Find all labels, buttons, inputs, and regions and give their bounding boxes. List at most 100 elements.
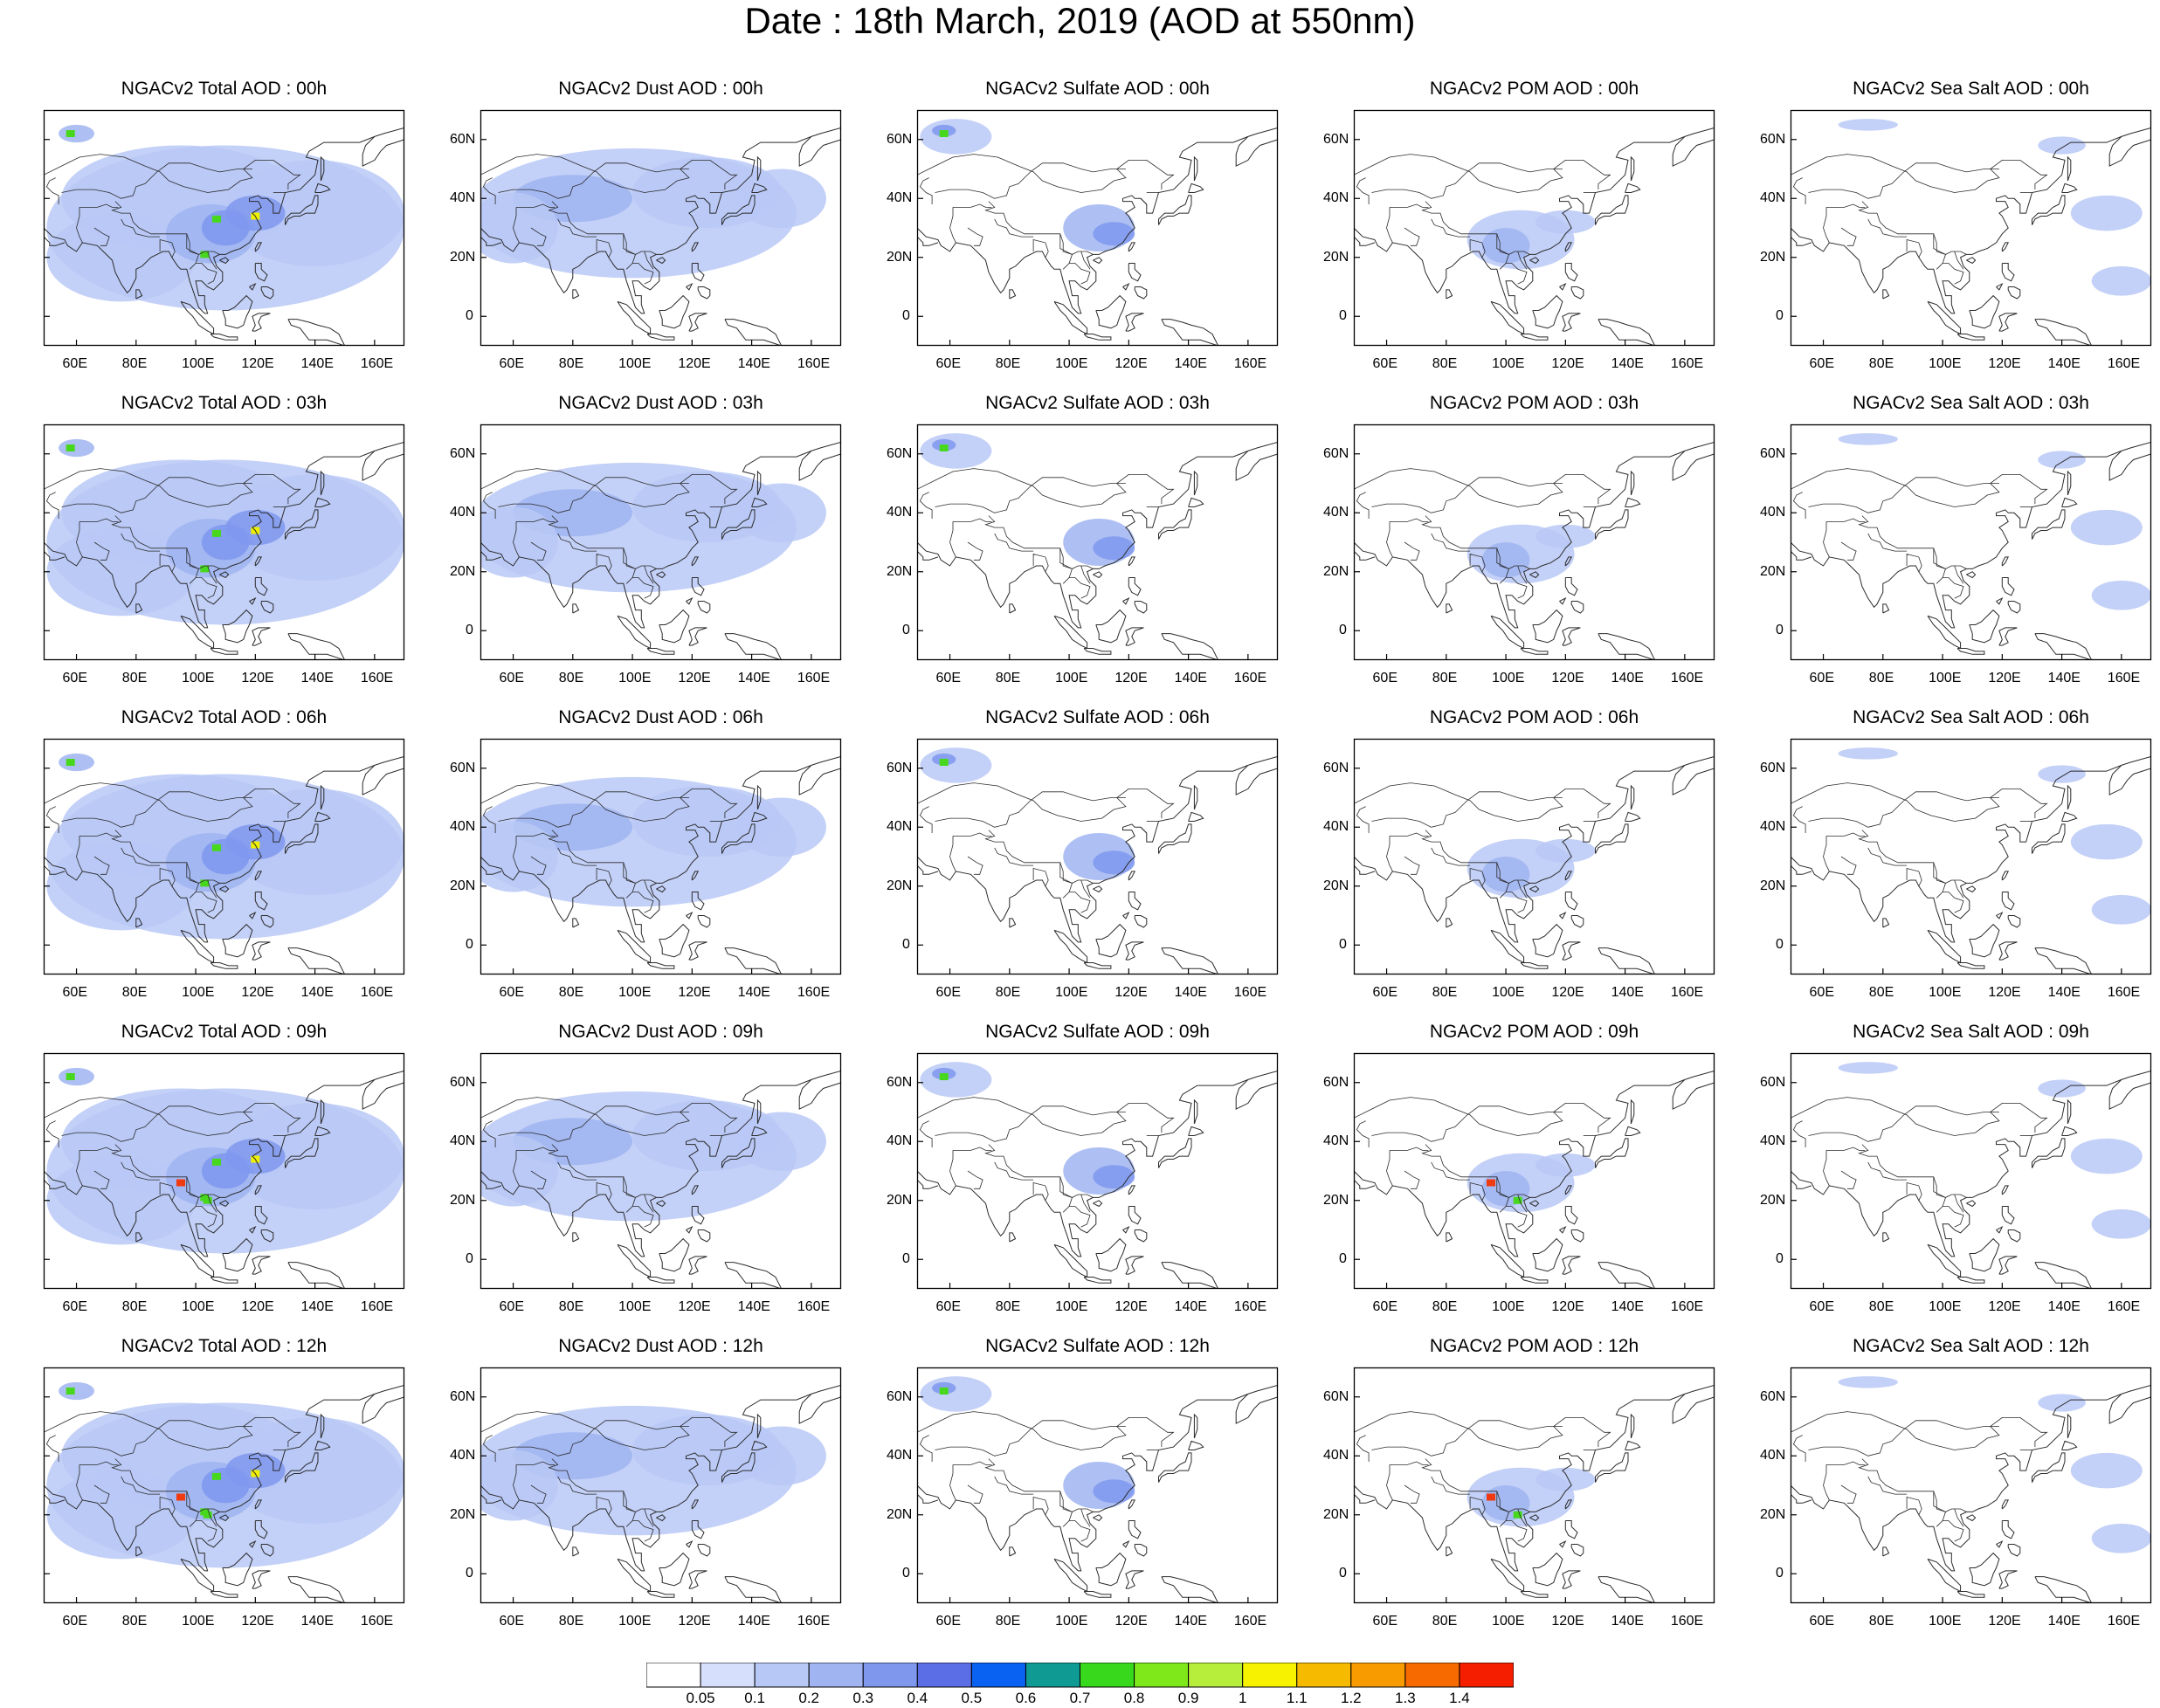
country-border bbox=[76, 1464, 83, 1501]
lat-tick-label: 20N bbox=[887, 1506, 913, 1522]
country-border bbox=[159, 867, 176, 886]
country-border bbox=[919, 1120, 933, 1147]
lon-tick-label: 60E bbox=[1372, 1614, 1397, 1629]
aod-plume bbox=[2038, 451, 2086, 469]
lon-tick-label: 80E bbox=[1432, 356, 1458, 371]
country-border bbox=[1032, 238, 1049, 258]
country-border bbox=[596, 238, 612, 258]
map-area bbox=[916, 109, 1279, 347]
panel-title: NGACv2 Sulfate AOD : 09h bbox=[985, 1022, 1210, 1042]
coastline bbox=[1122, 282, 1130, 291]
lat-tick-label: 60N bbox=[887, 1388, 913, 1404]
coastline bbox=[249, 282, 257, 291]
map-area bbox=[1790, 424, 2152, 661]
country-border bbox=[1826, 832, 1866, 837]
lat-tick-label: 0 bbox=[1776, 308, 1784, 324]
aod-plume bbox=[2038, 765, 2086, 783]
country-border bbox=[156, 477, 252, 487]
coastline bbox=[572, 1546, 580, 1557]
coastline bbox=[480, 1384, 841, 1572]
coastline bbox=[1128, 892, 1142, 911]
coastline bbox=[44, 550, 66, 561]
lon-tick-label: 160E bbox=[797, 985, 831, 1000]
aod-plume bbox=[1535, 1153, 1596, 1177]
coastline bbox=[1128, 242, 1136, 252]
aod-hotspot bbox=[939, 444, 949, 451]
coastline bbox=[2034, 1262, 2093, 1289]
colorbar-swatch bbox=[1188, 1663, 1244, 1688]
country-border bbox=[1371, 1114, 1467, 1142]
coastline bbox=[480, 1070, 841, 1257]
coastline bbox=[1998, 941, 2018, 961]
lat-tick-label: 20N bbox=[887, 563, 913, 579]
coastline bbox=[917, 1179, 939, 1189]
country-border bbox=[79, 518, 119, 522]
lon-tick-label: 120E bbox=[1115, 985, 1148, 1000]
lon-tick-label: 80E bbox=[995, 671, 1021, 685]
coastline bbox=[1235, 1079, 1278, 1110]
map-frame bbox=[1353, 1052, 1715, 1290]
coastline bbox=[1956, 1591, 1985, 1598]
colorbar-label: 0.8 bbox=[1123, 1690, 1145, 1706]
aod-plume bbox=[2070, 823, 2143, 860]
coastline bbox=[1966, 1200, 1977, 1208]
country-border bbox=[266, 1456, 274, 1463]
coastline bbox=[1598, 1576, 1656, 1603]
coastline bbox=[2007, 1229, 2021, 1243]
country-border bbox=[1140, 198, 1148, 205]
country-border bbox=[1826, 1461, 1866, 1465]
country-border bbox=[1840, 856, 1857, 875]
coastline bbox=[1095, 609, 1127, 644]
lat-tick-label: 60N bbox=[1323, 445, 1349, 461]
country-border bbox=[482, 806, 496, 833]
country-border bbox=[1069, 577, 1091, 599]
aod-hotspot bbox=[211, 529, 221, 537]
lat-tick-label: 40N bbox=[1323, 819, 1349, 835]
coastline bbox=[1446, 1232, 1453, 1243]
lon-tick-label: 60E bbox=[499, 985, 524, 1000]
coastline bbox=[2032, 195, 2066, 225]
lon-tick-label: 120E bbox=[678, 985, 711, 1000]
coastline bbox=[1128, 577, 1142, 596]
panel-title: NGACv2 Total AOD : 06h bbox=[121, 707, 328, 727]
map-area bbox=[916, 1367, 1279, 1604]
country-border bbox=[1386, 1464, 1393, 1501]
coastline bbox=[1053, 300, 1088, 335]
lat-tick-label: 0 bbox=[902, 623, 910, 638]
lon-tick-label: 140E bbox=[2047, 1614, 2081, 1629]
aod-plume bbox=[46, 1470, 197, 1560]
country-border bbox=[994, 218, 1034, 238]
country-border bbox=[196, 1520, 217, 1542]
country-border bbox=[44, 782, 301, 822]
country-border bbox=[984, 201, 1094, 255]
coastline bbox=[1791, 1179, 1812, 1189]
country-border bbox=[480, 782, 738, 822]
aod-plume bbox=[2091, 1209, 2151, 1239]
lat-tick-label: 20N bbox=[1323, 563, 1349, 579]
country-border bbox=[1823, 521, 1830, 558]
country-border bbox=[1032, 553, 1049, 572]
coastline bbox=[691, 1499, 700, 1510]
country-border bbox=[1954, 879, 1964, 899]
country-border bbox=[1517, 1508, 1528, 1527]
map-area bbox=[1790, 1052, 2152, 1290]
country-border bbox=[1069, 892, 1091, 913]
coastline bbox=[1625, 1126, 1641, 1136]
lon-tick-label: 100E bbox=[1055, 985, 1088, 1000]
lat-tick-label: 0 bbox=[1339, 1566, 1347, 1581]
country-border bbox=[1791, 154, 2048, 193]
aod-hotspot bbox=[939, 130, 949, 137]
aod-plume bbox=[1535, 210, 1596, 234]
coastline bbox=[362, 765, 404, 795]
coastline bbox=[1161, 1576, 1219, 1603]
coastline bbox=[1996, 282, 2004, 291]
coastline bbox=[2001, 871, 2010, 881]
coastline bbox=[724, 947, 783, 975]
coastline bbox=[135, 918, 143, 928]
lon-tick-label: 80E bbox=[121, 985, 148, 1000]
country-border bbox=[949, 207, 956, 244]
lon-tick-label: 160E bbox=[1233, 1614, 1267, 1629]
aod-plume bbox=[2070, 1452, 2143, 1489]
country-border bbox=[1080, 1508, 1091, 1527]
country-border bbox=[1791, 1097, 2048, 1136]
